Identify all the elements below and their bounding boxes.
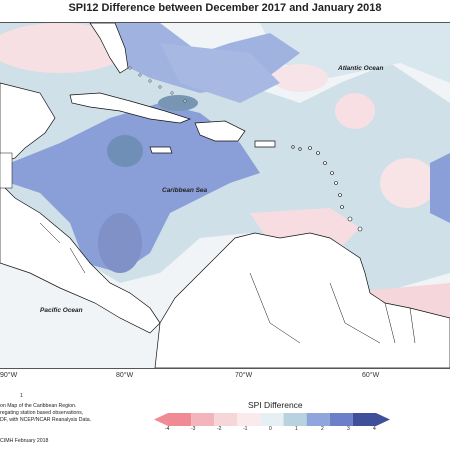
legend-tick-label: 3 bbox=[347, 426, 350, 432]
pacific-ocean-label: Pacific Ocean bbox=[40, 307, 83, 314]
map-panel: Atlantic Ocean Caribbean Sea Pacific Oce… bbox=[0, 22, 450, 369]
legend-bin bbox=[191, 413, 215, 426]
legend-bin bbox=[283, 413, 307, 426]
legend-tick-label: 0 bbox=[269, 426, 272, 432]
legend-bin bbox=[214, 413, 238, 426]
legend-tick-label: 2 bbox=[321, 426, 324, 432]
legend-tick-label: -1 bbox=[243, 426, 248, 432]
legend-bin bbox=[352, 413, 376, 426]
legend-bin bbox=[168, 413, 192, 426]
note-marker: 1 bbox=[20, 393, 23, 399]
legend-bin bbox=[306, 413, 330, 426]
legend-tick-label: -2 bbox=[217, 426, 222, 432]
atlantic-ocean-label: Atlantic Ocean bbox=[338, 65, 384, 72]
lon-label-60w: 60°W bbox=[362, 372, 380, 379]
note-line-1: on Map of the Caribbean Region. bbox=[0, 403, 77, 409]
legend-arrow-left bbox=[154, 413, 168, 426]
caribbean-sea-label: Caribbean Sea bbox=[162, 187, 208, 194]
legend-arrow-right bbox=[376, 413, 390, 426]
map-title: SPI12 Difference between December 2017 a… bbox=[68, 2, 382, 14]
credit-line: CIMH February 2018 bbox=[0, 438, 49, 444]
legend-tick-label: 4 bbox=[373, 426, 376, 432]
legend-bin bbox=[260, 413, 284, 426]
legend-color-bar bbox=[154, 413, 390, 426]
legend-tick-label: -3 bbox=[191, 426, 196, 432]
lon-label-90w: 90°W bbox=[0, 372, 18, 379]
legend-title: SPI Difference bbox=[248, 400, 303, 410]
lon-label-70w: 70°W bbox=[235, 372, 253, 379]
note-line-2: regating station based observations, bbox=[0, 410, 84, 416]
legend-tick-label: 1 bbox=[295, 426, 298, 432]
note-line-3: DF, with NCEP/NCAR Reanalysis Data. bbox=[0, 417, 92, 423]
legend-bin bbox=[237, 413, 261, 426]
spi-difference-map bbox=[0, 23, 450, 368]
lon-label-80w: 80°W bbox=[116, 372, 134, 379]
legend-tick-label: -4 bbox=[165, 426, 170, 432]
legend-bin bbox=[329, 413, 353, 426]
